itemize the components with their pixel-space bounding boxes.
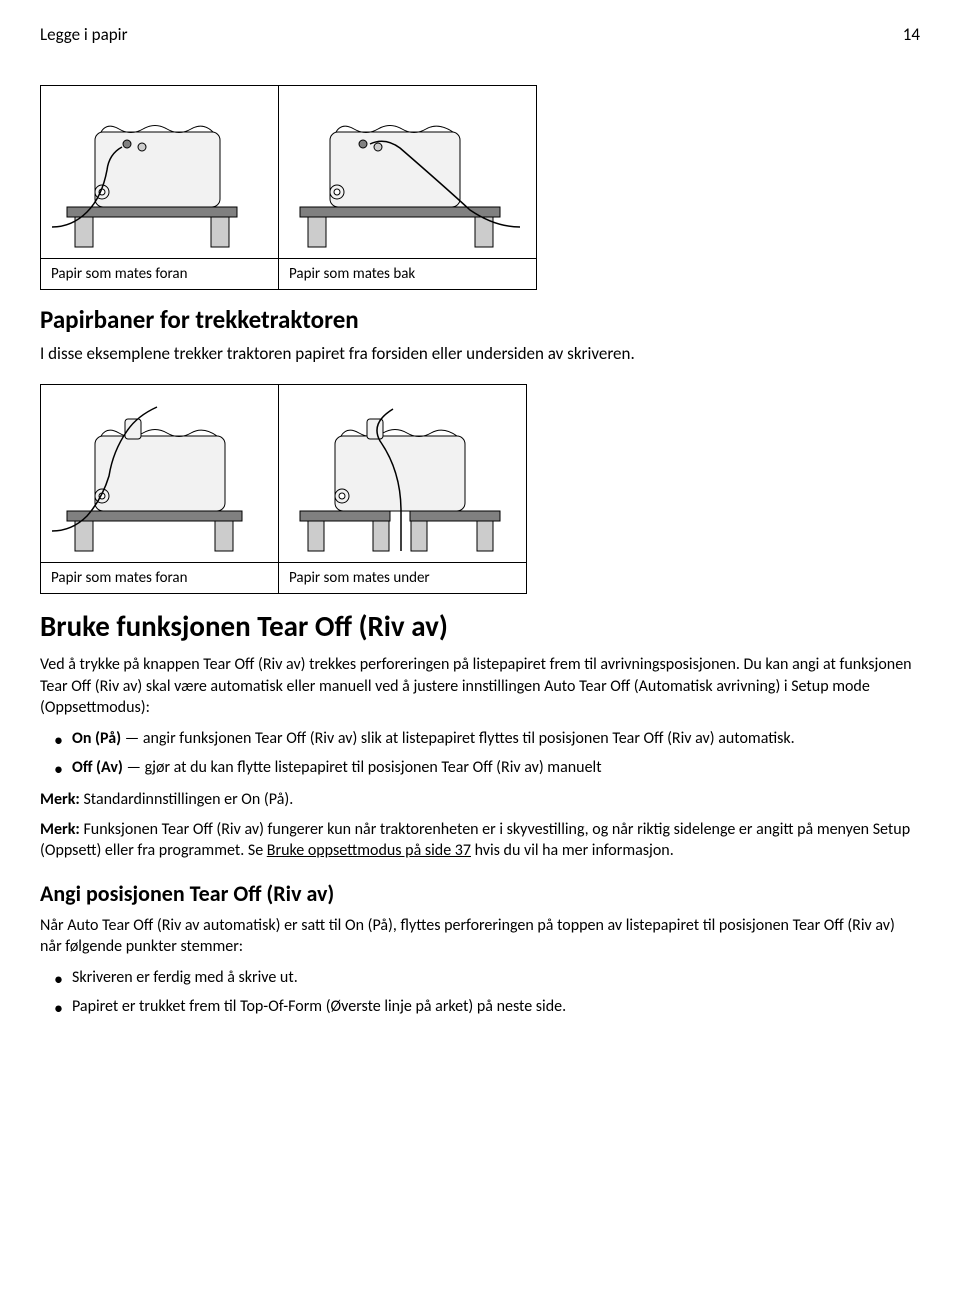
condition-top-of-form: Papiret er trukket frem til Top-Of-Form … bbox=[58, 995, 920, 1018]
tear-off-options-list: On (På) — angir funksjonen Tear Off (Riv… bbox=[40, 727, 920, 779]
option-on-label: On (På) bbox=[72, 729, 121, 748]
note-default-text: Standardinnstillingen er On (På). bbox=[80, 790, 293, 809]
set-tear-off-intro: Når Auto Tear Off (Riv av automatisk) er… bbox=[40, 915, 920, 958]
option-off-label: Off (Av) bbox=[72, 758, 123, 777]
figure-caption-front: Papir som mates foran bbox=[41, 259, 279, 290]
tear-off-intro: Ved å trykke på knappen Tear Off (Riv av… bbox=[40, 654, 920, 719]
figure-rear-feed-push bbox=[279, 86, 537, 259]
header-title: Legge i papir bbox=[40, 24, 128, 45]
option-off-text: — gjør at du kan flytte listepapiret til… bbox=[123, 758, 602, 777]
figure-table-pull-tractor: Papir som mates foran Papir som mates un… bbox=[40, 384, 527, 594]
figure-caption-rear: Papir som mates bak bbox=[279, 259, 537, 290]
option-on-text: — angir funksjonen Tear Off (Riv av) sli… bbox=[121, 729, 795, 748]
figure-caption-under-pull: Papir som mates under bbox=[279, 562, 527, 593]
heading-pull-tractor-paths: Papirbaner for trekketraktoren bbox=[40, 304, 920, 335]
note-default: Merk: Standardinnstillingen er On (På). bbox=[40, 789, 920, 811]
intro-pull-tractor: I disse eksemplene trekker traktoren pap… bbox=[40, 343, 920, 366]
note-label-2: Merk: bbox=[40, 820, 80, 839]
conditions-list: Skriveren er ferdig med å skrive ut. Pap… bbox=[40, 966, 920, 1018]
option-off: Off (Av) — gjør at du kan flytte listepa… bbox=[58, 756, 920, 779]
option-on: On (På) — angir funksjonen Tear Off (Riv… bbox=[58, 727, 920, 750]
figure-table-push-tractor: Papir som mates foran Papir som mates ba… bbox=[40, 85, 537, 290]
figure-caption-front-pull: Papir som mates foran bbox=[41, 562, 279, 593]
condition-done-printing: Skriveren er ferdig med å skrive ut. bbox=[58, 966, 920, 989]
page-number: 14 bbox=[903, 24, 920, 45]
figure-bottom-feed-pull bbox=[279, 384, 527, 562]
figure-front-feed-pull bbox=[41, 384, 279, 562]
heading-tear-off: Bruke funksjonen Tear Off (Riv av) bbox=[40, 608, 920, 644]
note-text-b: hvis du vil ha mer informasjon. bbox=[471, 841, 674, 860]
note-tractor-mode: Merk: Funksjonen Tear Off (Riv av) funge… bbox=[40, 819, 920, 862]
heading-set-tear-off-pos: Angi posisjonen Tear Off (Riv av) bbox=[40, 880, 920, 907]
figure-front-feed-push bbox=[41, 86, 279, 259]
page-header: Legge i papir 14 bbox=[40, 24, 920, 45]
note-label: Merk: bbox=[40, 790, 80, 809]
link-setup-mode[interactable]: Bruke oppsettmodus på side 37 bbox=[267, 841, 471, 860]
